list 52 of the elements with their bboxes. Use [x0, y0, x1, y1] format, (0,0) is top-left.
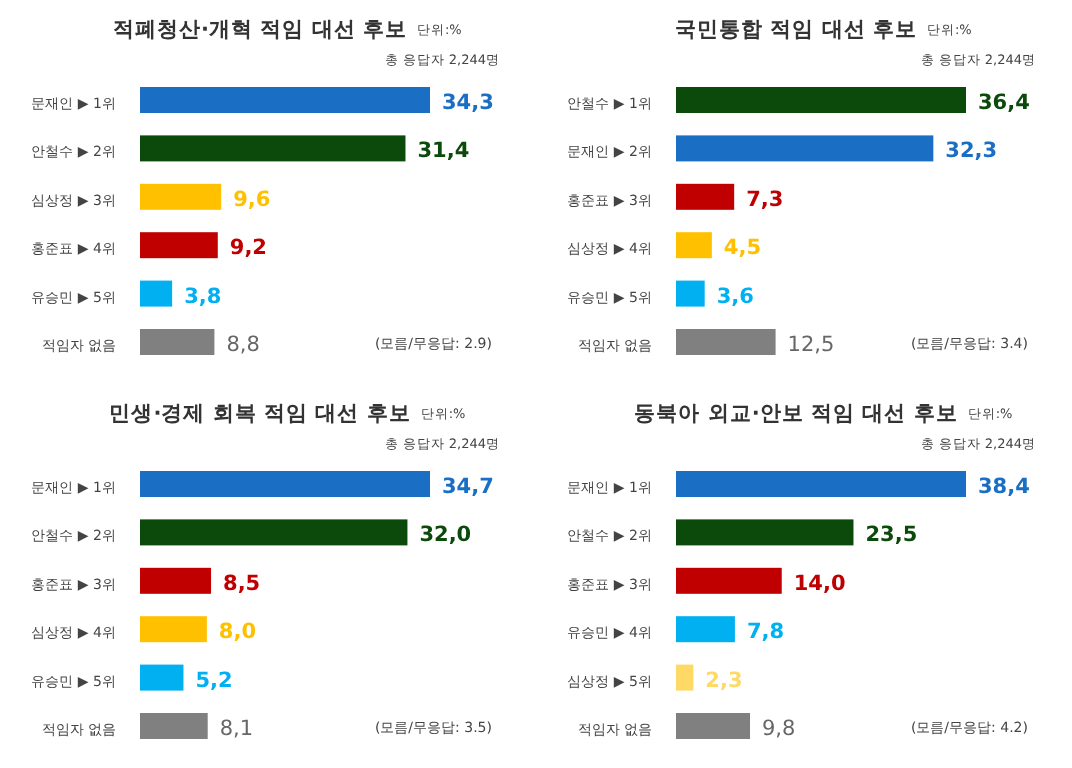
bar [676, 135, 934, 162]
bar [140, 183, 222, 210]
bar [676, 329, 776, 355]
data-label: 3,8 [184, 284, 222, 309]
data-label: 23,5 [865, 523, 918, 548]
bar [140, 471, 430, 497]
bar [676, 232, 712, 259]
bar [140, 280, 173, 307]
data-label: 9,6 [233, 187, 271, 212]
data-label: 36,4 [978, 91, 1030, 115]
data-label: 38,4 [978, 475, 1030, 499]
bar [140, 519, 408, 546]
data-label: 9,8 [762, 717, 796, 741]
bar [676, 280, 705, 307]
bar [140, 232, 218, 259]
data-label: 14,0 [793, 571, 846, 596]
data-label: 32,3 [945, 139, 998, 164]
bar [140, 713, 208, 739]
bar [676, 616, 735, 643]
data-label: 8,1 [219, 717, 254, 741]
bar [676, 664, 694, 691]
data-label: 12,5 [787, 333, 835, 357]
data-label: 7,3 [746, 187, 784, 212]
bar [676, 87, 966, 113]
chart-title: 국민통합 적임 대선 후보 [675, 18, 917, 42]
bar [140, 87, 430, 113]
bar [140, 664, 184, 691]
data-label: 34,7 [442, 475, 494, 499]
data-label: 8,5 [223, 571, 261, 596]
bar [676, 713, 751, 739]
bar [140, 135, 406, 162]
bar [140, 329, 215, 355]
data-label: 5,2 [195, 668, 233, 693]
bar [676, 183, 735, 210]
data-label: 2,3 [705, 668, 743, 693]
data-label: 32,0 [419, 523, 472, 548]
bar [140, 567, 212, 594]
data-label: 9,2 [229, 236, 267, 261]
chart-title: 동북아 외교·안보 적임 대선 후보 [634, 402, 958, 426]
data-label: 8,8 [226, 333, 260, 357]
data-label: 7,8 [746, 620, 785, 645]
data-label: 8,0 [218, 620, 257, 645]
data-label: 31,4 [417, 139, 470, 164]
data-label: 4,5 [723, 236, 762, 261]
bar [676, 519, 854, 546]
bar [676, 567, 782, 594]
data-label: 3,6 [716, 284, 754, 309]
bar [676, 471, 966, 497]
data-label: 34,3 [442, 91, 494, 115]
chart-title: 적폐청산·개혁 적임 대선 후보 [113, 18, 407, 42]
bar [140, 616, 207, 643]
chart-title: 민생·경제 회복 적임 대선 후보 [109, 402, 411, 426]
